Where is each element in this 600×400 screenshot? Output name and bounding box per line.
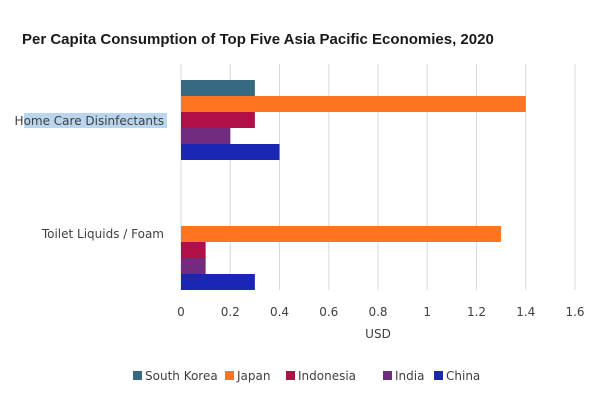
legend-label: South Korea xyxy=(145,369,218,383)
bar xyxy=(181,242,206,258)
category-highlight xyxy=(24,113,167,128)
legend-label: India xyxy=(395,369,424,383)
legend-swatch xyxy=(225,371,234,380)
bar xyxy=(181,112,255,128)
bar xyxy=(181,258,206,274)
chart-title: Per Capita Consumption of Top Five Asia … xyxy=(22,31,494,48)
x-tick-label: 0.8 xyxy=(368,305,387,319)
x-tick-label: 1 xyxy=(423,305,431,319)
legend-swatch xyxy=(133,371,142,380)
bar xyxy=(181,80,255,96)
x-tick-label: 0.4 xyxy=(270,305,289,319)
legend-swatch xyxy=(434,371,443,380)
legend-swatch xyxy=(286,371,295,380)
bar xyxy=(181,96,526,112)
x-tick-label: 0.6 xyxy=(319,305,338,319)
y-category-label: Toilet Liquids / Foam xyxy=(41,227,164,241)
x-tick-label: 0 xyxy=(177,305,185,319)
x-tick-label: 1.2 xyxy=(467,305,486,319)
x-tick-label: 0.2 xyxy=(221,305,240,319)
x-tick-label: 1.4 xyxy=(516,305,535,319)
x-axis-label: USD xyxy=(365,327,391,341)
y-category-label: Home Care Disinfectants xyxy=(15,114,164,128)
legend-swatch xyxy=(383,371,392,380)
bar xyxy=(181,274,255,290)
legend-label: Indonesia xyxy=(298,369,356,383)
legend-label: China xyxy=(446,369,480,383)
legend-label: Japan xyxy=(236,369,270,383)
bar xyxy=(181,144,280,160)
bar xyxy=(181,226,502,242)
x-tick-label: 1.6 xyxy=(565,305,584,319)
bar xyxy=(181,128,231,144)
